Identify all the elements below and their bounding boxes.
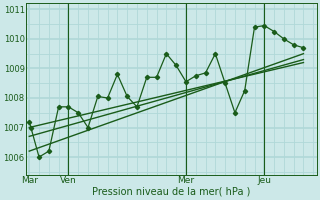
X-axis label: Pression niveau de la mer( hPa ): Pression niveau de la mer( hPa ) — [92, 187, 251, 197]
